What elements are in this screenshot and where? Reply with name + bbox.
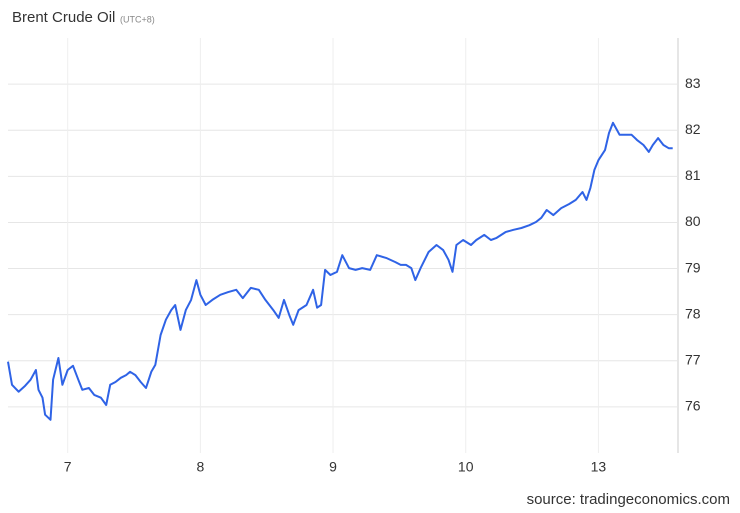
y-tick-label: 78 [685, 305, 701, 321]
y-tick-label: 80 [685, 213, 701, 229]
y-tick-label: 76 [685, 398, 701, 414]
y-tick-label: 81 [685, 167, 701, 183]
x-tick-label: 13 [591, 459, 607, 475]
y-tick-label: 79 [685, 259, 701, 275]
x-tick-label: 7 [64, 459, 72, 475]
x-tick-label: 9 [329, 459, 337, 475]
x-tick-label: 10 [458, 459, 474, 475]
price-line [7, 121, 673, 421]
source: source: tradingeconomics.com [527, 491, 730, 508]
y-tick-label: 82 [685, 121, 701, 137]
x-tick-label: 8 [196, 459, 204, 475]
chart-subtitle: (UTC+8) [120, 14, 155, 24]
y-tick-label: 83 [685, 75, 701, 91]
y-tick-label: 77 [685, 351, 701, 367]
chart-title: Brent Crude Oil [12, 9, 115, 26]
